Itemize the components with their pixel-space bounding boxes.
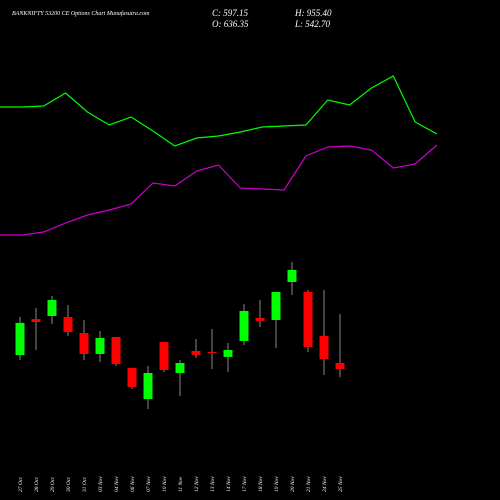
x-tick-label: 03 Nov	[98, 476, 104, 492]
candle-body	[143, 372, 153, 400]
x-tick-label: 10 Nov	[162, 476, 168, 492]
candle-body	[207, 352, 217, 354]
candle-body	[271, 291, 281, 320]
x-tick-label: 13 Nov	[210, 476, 216, 492]
x-tick-label: 14 Nov	[225, 476, 232, 492]
x-tick-label: 24 Nov	[321, 476, 328, 492]
x-tick-label: 20 Nov	[290, 476, 296, 492]
high-label: H: 955.40	[294, 8, 332, 18]
x-tick-label: 04 Nov	[113, 476, 120, 492]
x-tick-label: 18 Nov	[258, 476, 264, 492]
x-tick-label: 25 Nov	[338, 476, 344, 492]
candle-body	[159, 342, 169, 370]
chart-title: BANKNIFTY 53200 CE Options Chart Munafas…	[12, 10, 150, 17]
candle-body	[175, 363, 185, 373]
close-label: C: 597.15	[212, 8, 249, 18]
candle-body	[31, 319, 41, 322]
candle-body	[303, 291, 313, 347]
candle-body	[239, 310, 249, 341]
candle-body	[223, 350, 233, 357]
x-tick-label: 06 Nov	[130, 476, 136, 492]
open-label: O: 636.35	[212, 19, 249, 29]
x-tick-label: 11 Nov	[178, 476, 184, 492]
candle-body	[79, 333, 89, 354]
candle-body	[287, 269, 297, 282]
candle-body	[111, 336, 121, 364]
candle-body	[127, 367, 137, 387]
indicator-line	[0, 144, 438, 236]
candle-body	[255, 317, 265, 321]
candle-body	[319, 335, 329, 360]
candle-body	[335, 362, 345, 369]
x-tick-label: 31 Oct	[82, 477, 88, 493]
x-tick-label: 12 Nov	[194, 476, 200, 492]
x-tick-label: 27 Oct	[18, 477, 24, 492]
x-tick-label: 28 Oct	[34, 477, 40, 492]
candle-body	[15, 322, 25, 356]
indicator-line	[0, 75, 438, 147]
candle-body	[47, 299, 57, 317]
x-tick-label: 29 Oct	[50, 477, 56, 492]
candle-body	[191, 350, 201, 355]
x-tick-label: 30 Oct	[66, 477, 72, 493]
x-tick-label: 19 Nov	[274, 476, 280, 492]
x-tick-label: 17 Nov	[242, 476, 248, 492]
low-label: L: 542.70	[294, 19, 331, 29]
x-tick-label: 21 Nov	[306, 476, 312, 492]
candle-body	[95, 337, 105, 354]
x-tick-label: 07 Nov	[146, 476, 152, 492]
candle-body	[63, 316, 73, 332]
